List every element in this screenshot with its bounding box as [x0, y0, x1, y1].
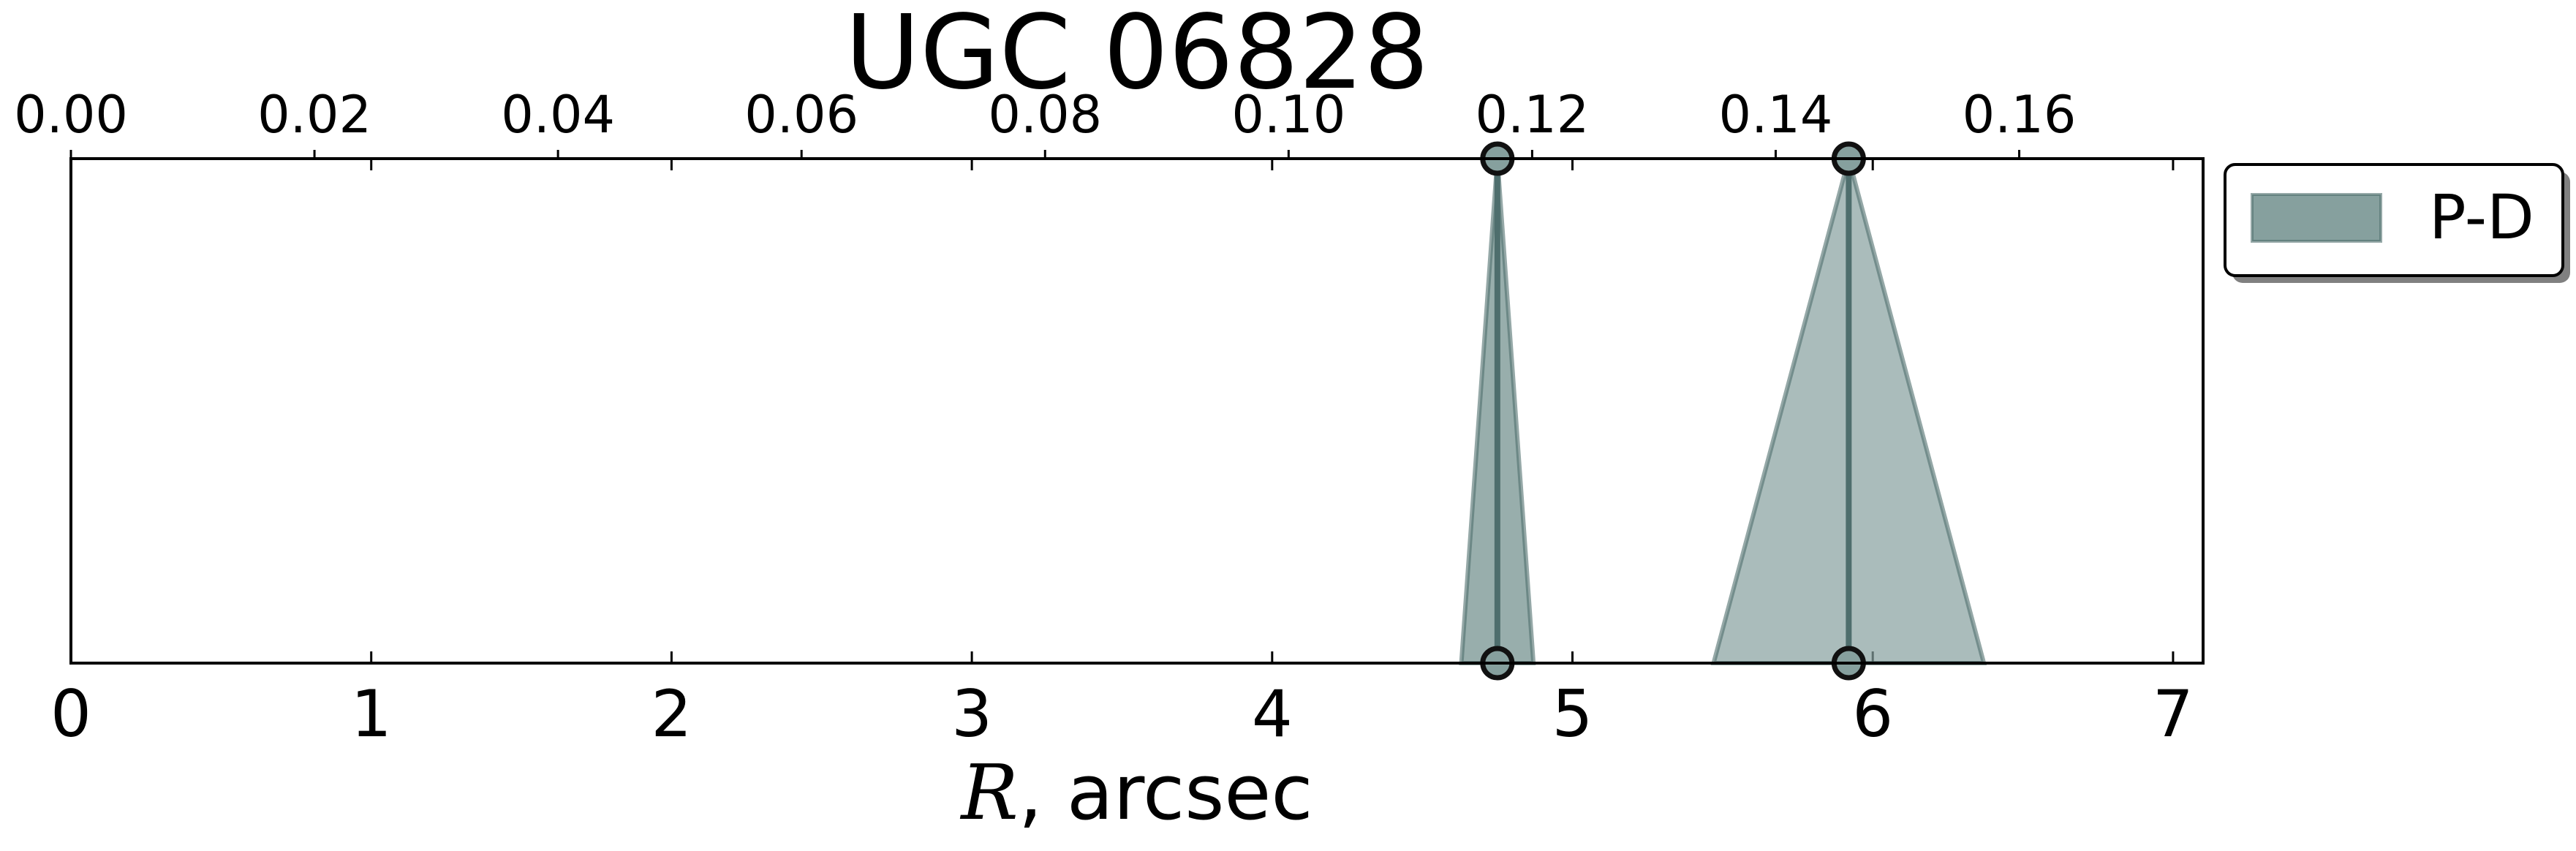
- chart-title: UGC 06828: [845, 0, 1429, 113]
- top-tick-label: 0.12: [1475, 85, 1589, 145]
- top-tick-label: 0.10: [1231, 85, 1345, 145]
- bottom-tick-label: 1: [351, 676, 392, 752]
- plot-features: [1459, 141, 1987, 681]
- legend-box: [2224, 163, 2564, 277]
- top-tick-label: 0.14: [1719, 85, 1833, 145]
- bottom-axis: 0 1 2 3 4 5 6 7: [50, 159, 2194, 752]
- bottom-tick-label: 4: [1252, 676, 1293, 752]
- top-tick-label: 0.04: [501, 85, 615, 145]
- plot-frame: [69, 157, 2205, 665]
- x-axis-label: R, arcsec: [959, 748, 1312, 837]
- bottom-tick-label: 0: [50, 676, 91, 752]
- legend-swatch: [2251, 193, 2382, 243]
- top-tick-label: 0.08: [988, 85, 1102, 145]
- top-axis: 0.00 0.02 0.04 0.06 0.08 0.10 0.12 0.14 0.16: [14, 85, 2076, 159]
- bottom-tick-label: 6: [1852, 676, 1893, 752]
- bottom-tick-label: 3: [951, 676, 992, 752]
- legend-label: P-D: [2429, 181, 2534, 253]
- bottom-tick-label: 2: [651, 676, 692, 752]
- legend: P-D: [2224, 163, 2570, 283]
- top-tick-label: 0.00: [14, 85, 128, 145]
- bottom-tick-label: 7: [2153, 676, 2194, 752]
- top-tick-label: 0.16: [1963, 85, 2077, 145]
- top-tick-label: 0.02: [257, 85, 371, 145]
- top-tick-label: 0.06: [744, 85, 858, 145]
- bottom-tick-label: 5: [1552, 676, 1593, 752]
